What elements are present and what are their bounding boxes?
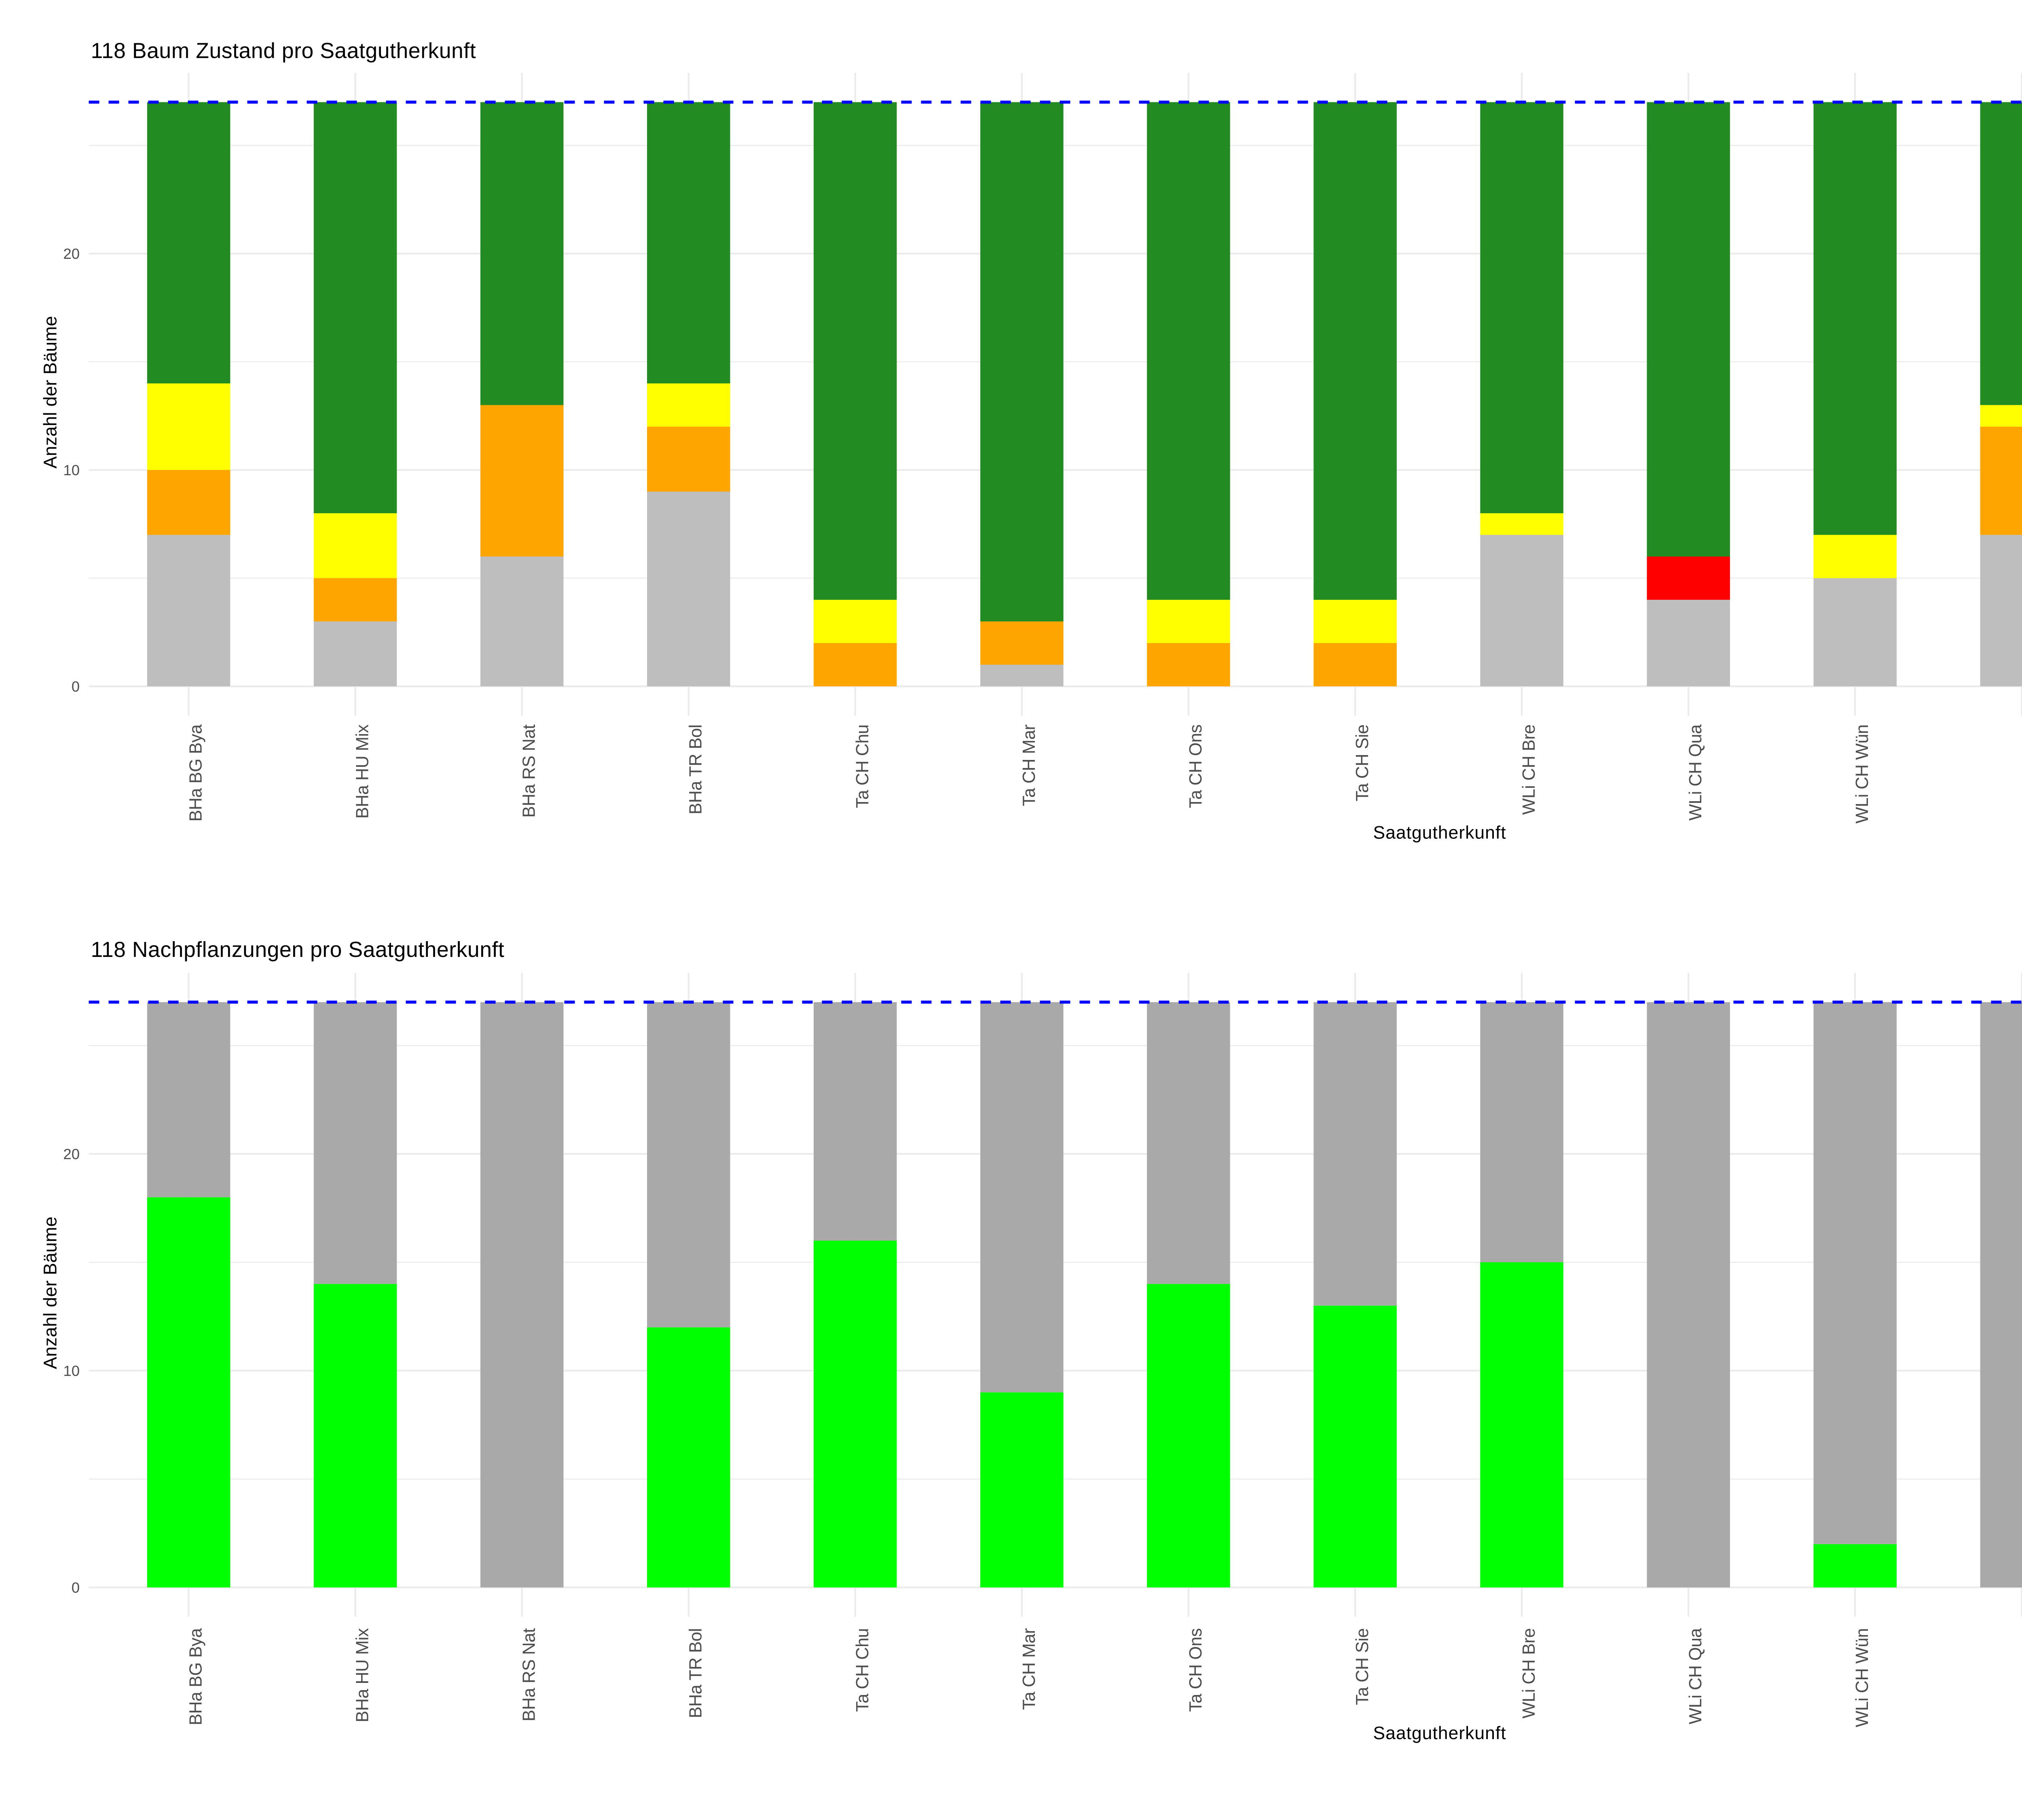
- svg-text:10: 10: [63, 462, 80, 478]
- svg-text:BHa TR Bol: BHa TR Bol: [686, 1628, 706, 1718]
- svg-text:WLi CH Bre: WLi CH Bre: [1519, 725, 1539, 815]
- svg-text:0: 0: [72, 1579, 80, 1596]
- svg-text:10: 10: [63, 1363, 80, 1379]
- svg-text:WLi IT Val: WLi IT Val: [2019, 725, 2022, 802]
- svg-text:BHa HU Mix: BHa HU Mix: [353, 724, 372, 819]
- svg-text:Saatgutherkunft: Saatgutherkunft: [1373, 823, 1506, 842]
- svg-text:BHa RS Nat: BHa RS Nat: [520, 724, 539, 818]
- svg-text:Ta CH Sie: Ta CH Sie: [1353, 725, 1372, 802]
- svg-text:Saatgutherkunft: Saatgutherkunft: [1373, 1723, 1506, 1743]
- svg-text:WLi CH Wün: WLi CH Wün: [1853, 725, 1872, 824]
- svg-text:BHa HU Mix: BHa HU Mix: [353, 1628, 372, 1722]
- svg-text:Ta CH Mar: Ta CH Mar: [1019, 724, 1039, 806]
- svg-text:0: 0: [72, 678, 80, 695]
- svg-text:20: 20: [63, 245, 80, 262]
- svg-text:118 Baum Zustand pro Saatguthe: 118 Baum Zustand pro Saatgutherkunft: [91, 39, 476, 63]
- svg-text:Ta CH Chu: Ta CH Chu: [853, 725, 872, 808]
- svg-text:WLi CH Qua: WLi CH Qua: [1686, 724, 1705, 821]
- svg-text:Ta CH Mar: Ta CH Mar: [1019, 1628, 1039, 1710]
- svg-text:WLi CH Wün: WLi CH Wün: [1853, 1628, 1872, 1727]
- svg-text:Ta CH Ons: Ta CH Ons: [1186, 725, 1206, 808]
- svg-text:BHa BG Bya: BHa BG Bya: [186, 724, 206, 821]
- svg-text:118 Nachpflanzungen pro Saatgu: 118 Nachpflanzungen pro Saatgutherkunft: [91, 938, 505, 962]
- svg-text:Ta CH Sie: Ta CH Sie: [1353, 1628, 1372, 1705]
- svg-text:WLi IT Val: WLi IT Val: [2019, 1628, 2022, 1705]
- svg-text:20: 20: [63, 1146, 80, 1162]
- svg-text:BHa BG Bya: BHa BG Bya: [186, 1628, 206, 1725]
- svg-text:Anzahl der Bäume: Anzahl der Bäume: [40, 1217, 61, 1369]
- svg-text:BHa TR Bol: BHa TR Bol: [686, 725, 706, 815]
- svg-text:Ta CH Chu: Ta CH Chu: [853, 1628, 872, 1712]
- svg-text:BHa RS Nat: BHa RS Nat: [520, 1628, 539, 1722]
- svg-text:Ta CH Ons: Ta CH Ons: [1186, 1628, 1206, 1712]
- svg-text:WLi CH Qua: WLi CH Qua: [1686, 1628, 1705, 1725]
- svg-text:Anzahl der Bäume: Anzahl der Bäume: [40, 316, 61, 469]
- svg-text:WLi CH Bre: WLi CH Bre: [1519, 1628, 1539, 1718]
